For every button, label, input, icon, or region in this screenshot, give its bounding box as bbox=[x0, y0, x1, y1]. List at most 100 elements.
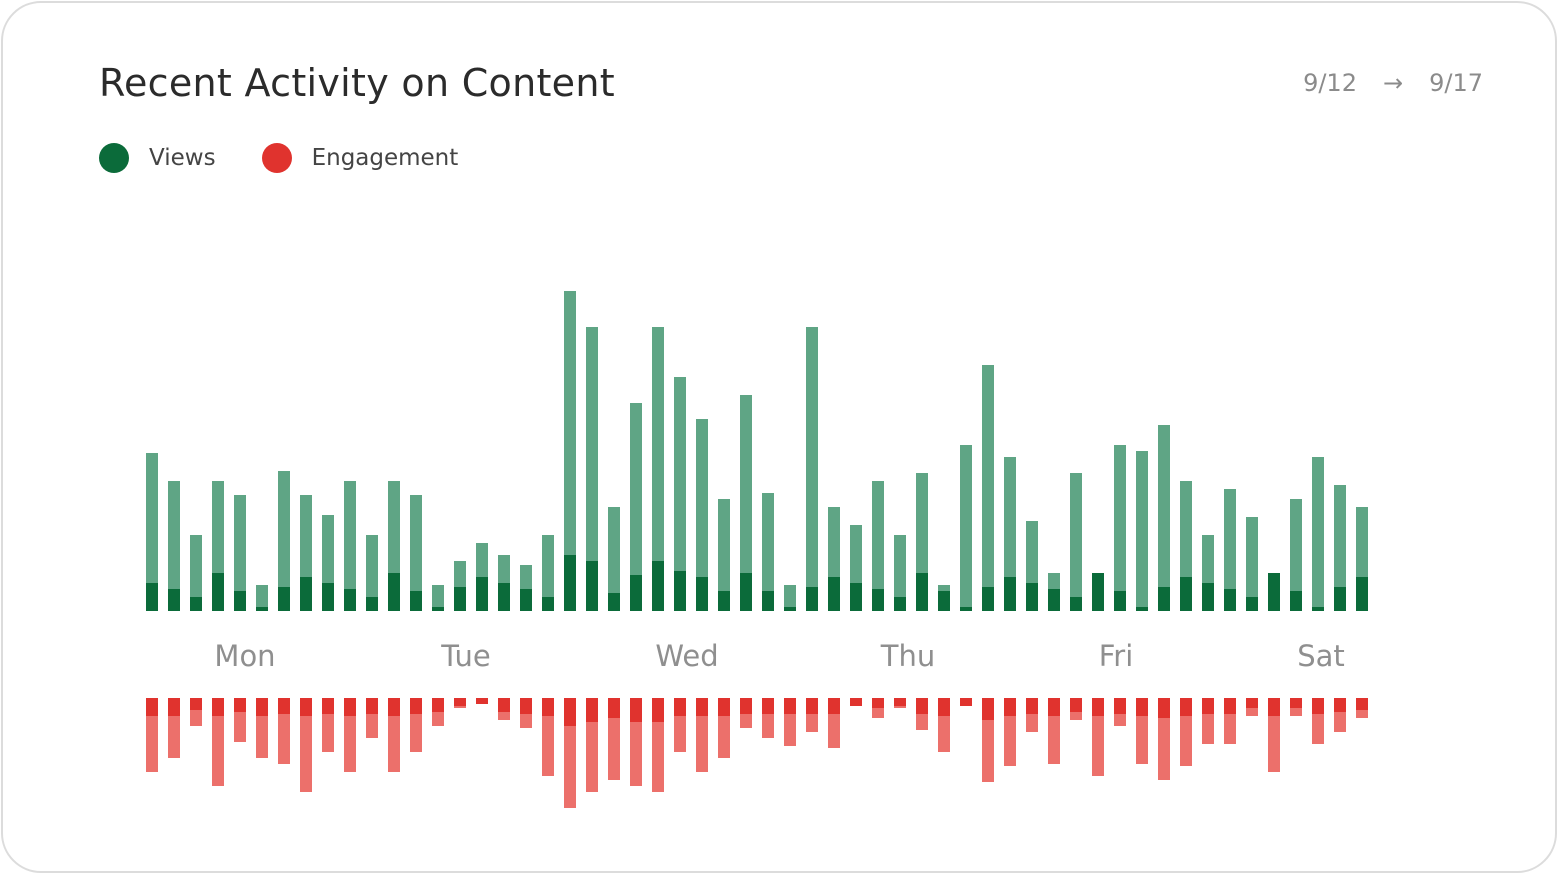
views-bar-emphasis bbox=[1004, 577, 1016, 611]
views-bar bbox=[718, 499, 730, 591]
engagement-bar bbox=[278, 714, 290, 764]
views-bar bbox=[1246, 517, 1258, 597]
views-bar bbox=[982, 365, 994, 587]
views-bar-emphasis bbox=[256, 607, 268, 611]
views-bar-emphasis bbox=[212, 573, 224, 611]
engagement-bar-emphasis bbox=[674, 698, 686, 716]
engagement-bar bbox=[168, 716, 180, 758]
views-bar-emphasis bbox=[168, 589, 180, 611]
views-bar bbox=[168, 481, 180, 589]
arrow-right-icon: → bbox=[1382, 69, 1404, 97]
views-bar-emphasis bbox=[872, 589, 884, 611]
engagement-bar bbox=[520, 714, 532, 728]
engagement-bar bbox=[608, 718, 620, 780]
engagement-bar-emphasis bbox=[1246, 698, 1258, 708]
engagement-bar-emphasis bbox=[740, 698, 752, 714]
views-bar-emphasis bbox=[1224, 589, 1236, 611]
views-bar-emphasis bbox=[410, 591, 422, 611]
engagement-bar bbox=[916, 714, 928, 730]
views-bar-emphasis bbox=[344, 589, 356, 611]
engagement-bar-emphasis bbox=[982, 698, 994, 720]
views-bar-emphasis bbox=[366, 597, 378, 611]
engagement-bar bbox=[564, 726, 576, 808]
views-bar-emphasis bbox=[322, 583, 334, 611]
engagement-bar bbox=[1158, 718, 1170, 780]
engagement-bar bbox=[982, 720, 994, 782]
views-bar bbox=[1224, 489, 1236, 589]
views-bar bbox=[146, 453, 158, 583]
views-bar-emphasis bbox=[1312, 607, 1324, 611]
engagement-bar bbox=[498, 712, 510, 720]
views-bar bbox=[608, 507, 620, 593]
views-bar-emphasis bbox=[190, 597, 202, 611]
engagement-bar-emphasis bbox=[564, 698, 576, 726]
engagement-bar bbox=[652, 722, 664, 792]
views-bar-emphasis bbox=[850, 583, 862, 611]
views-bar-emphasis bbox=[564, 555, 576, 611]
views-bar bbox=[410, 495, 422, 591]
views-bar bbox=[1004, 457, 1016, 577]
views-bar bbox=[894, 535, 906, 597]
views-bar-emphasis bbox=[498, 583, 510, 611]
views-bar-emphasis bbox=[1092, 573, 1104, 611]
views-bar bbox=[432, 585, 444, 607]
engagement-bar bbox=[1312, 714, 1324, 744]
views-bar-emphasis bbox=[894, 597, 906, 611]
views-bar-emphasis bbox=[652, 561, 664, 611]
views-bar-emphasis bbox=[1268, 573, 1280, 611]
views-bar bbox=[652, 327, 664, 561]
views-bar-emphasis bbox=[740, 573, 752, 611]
views-bar bbox=[234, 495, 246, 591]
engagement-bar-emphasis bbox=[850, 698, 862, 706]
engagement-bar bbox=[344, 716, 356, 772]
views-bar bbox=[212, 481, 224, 573]
views-bar bbox=[828, 507, 840, 577]
engagement-bar bbox=[1026, 714, 1038, 732]
views-bar bbox=[784, 585, 796, 607]
views-bar bbox=[542, 535, 554, 597]
views-bar bbox=[1202, 535, 1214, 583]
engagement-bar bbox=[212, 716, 224, 786]
engagement-bar-emphasis bbox=[410, 698, 422, 714]
views-bar-emphasis bbox=[1070, 597, 1082, 611]
views-bar bbox=[696, 419, 708, 577]
engagement-bar-emphasis bbox=[894, 698, 906, 706]
views-bar bbox=[630, 403, 642, 575]
engagement-bar-emphasis bbox=[630, 698, 642, 722]
engagement-bar-emphasis bbox=[1334, 698, 1346, 712]
engagement-bar-emphasis bbox=[1268, 698, 1280, 716]
engagement-bar bbox=[388, 716, 400, 772]
engagement-bar bbox=[806, 714, 818, 732]
views-bar bbox=[190, 535, 202, 597]
views-bar-emphasis bbox=[234, 591, 246, 611]
engagement-bar-emphasis bbox=[652, 698, 664, 722]
engagement-bar-emphasis bbox=[1312, 698, 1324, 714]
engagement-bar-emphasis bbox=[432, 698, 444, 712]
date-range[interactable]: 9/12 → 9/17 bbox=[1303, 69, 1483, 97]
views-bar bbox=[872, 481, 884, 589]
engagement-bar-emphasis bbox=[212, 698, 224, 716]
engagement-bar-emphasis bbox=[344, 698, 356, 716]
day-label: Mon bbox=[214, 639, 275, 673]
views-bar bbox=[916, 473, 928, 573]
engagement-bar bbox=[300, 716, 312, 792]
engagement-bar bbox=[1334, 712, 1346, 732]
views-bar bbox=[498, 555, 510, 583]
views-bar bbox=[476, 543, 488, 577]
views-bar bbox=[278, 471, 290, 587]
views-bar bbox=[1136, 451, 1148, 607]
engagement-bar bbox=[410, 714, 422, 752]
engagement-bar-emphasis bbox=[1136, 698, 1148, 716]
views-bar bbox=[366, 535, 378, 597]
views-bar-emphasis bbox=[630, 575, 642, 611]
engagement-bar-emphasis bbox=[960, 698, 972, 706]
views-bar-emphasis bbox=[696, 577, 708, 611]
engagement-bar-emphasis bbox=[696, 698, 708, 716]
engagement-bar bbox=[872, 708, 884, 718]
day-label: Wed bbox=[655, 639, 718, 673]
views-bar-emphasis bbox=[828, 577, 840, 611]
views-bar bbox=[1114, 445, 1126, 591]
engagement-bar-emphasis bbox=[718, 698, 730, 716]
views-bar-emphasis bbox=[982, 587, 994, 611]
views-bar bbox=[960, 445, 972, 607]
